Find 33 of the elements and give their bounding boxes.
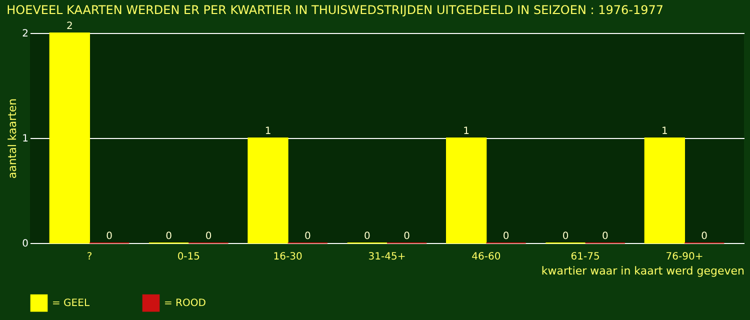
data-label: 1 [463, 126, 470, 137]
x-tick-label: 76-90+ [666, 252, 704, 262]
data-label: 1 [264, 126, 272, 137]
y-tick-label: 0 [22, 238, 28, 250]
y-axis-title: aantal kaarten [6, 98, 20, 179]
bar [49, 32, 90, 244]
data-label: 0 [364, 231, 370, 242]
x-tick-label: 31-45+ [368, 252, 406, 262]
x-tick-label: 16-30 [273, 252, 302, 262]
data-label: 0 [304, 231, 311, 242]
x-tick-label: 61-75 [570, 252, 600, 262]
data-label: 1 [661, 126, 668, 137]
x-tick-label: 0-15 [177, 252, 200, 262]
data-label: 0 [701, 231, 708, 242]
data-label: 0 [562, 231, 569, 242]
data-label: 0 [602, 231, 608, 242]
y-tick-label: 2 [22, 28, 28, 40]
bar [248, 138, 288, 244]
data-label: 0 [205, 231, 212, 242]
legend-label: = GEEL [52, 298, 90, 310]
chart-title: HOEVEEL KAARTEN WERDEN ER PER KWARTIER IN THUISWEDSTRIJDEN UITGEDEELD IN SEIZOEN : 1976-1977 [6, 3, 664, 17]
x-tick-label: 46-60 [472, 252, 501, 262]
data-label: 0 [166, 231, 172, 242]
bar [644, 138, 685, 244]
data-label: 0 [502, 231, 510, 242]
data-label: 0 [106, 231, 113, 242]
data-label: 0 [404, 231, 410, 242]
legend-label: = ROOD [164, 298, 206, 310]
y-tick-label: 1 [22, 134, 28, 144]
data-label: 2 [66, 21, 73, 32]
x-axis-title: kwartier waar in kaart werd gegeven [541, 264, 745, 278]
bar [446, 138, 487, 244]
x-tick-label: ? [86, 252, 92, 262]
